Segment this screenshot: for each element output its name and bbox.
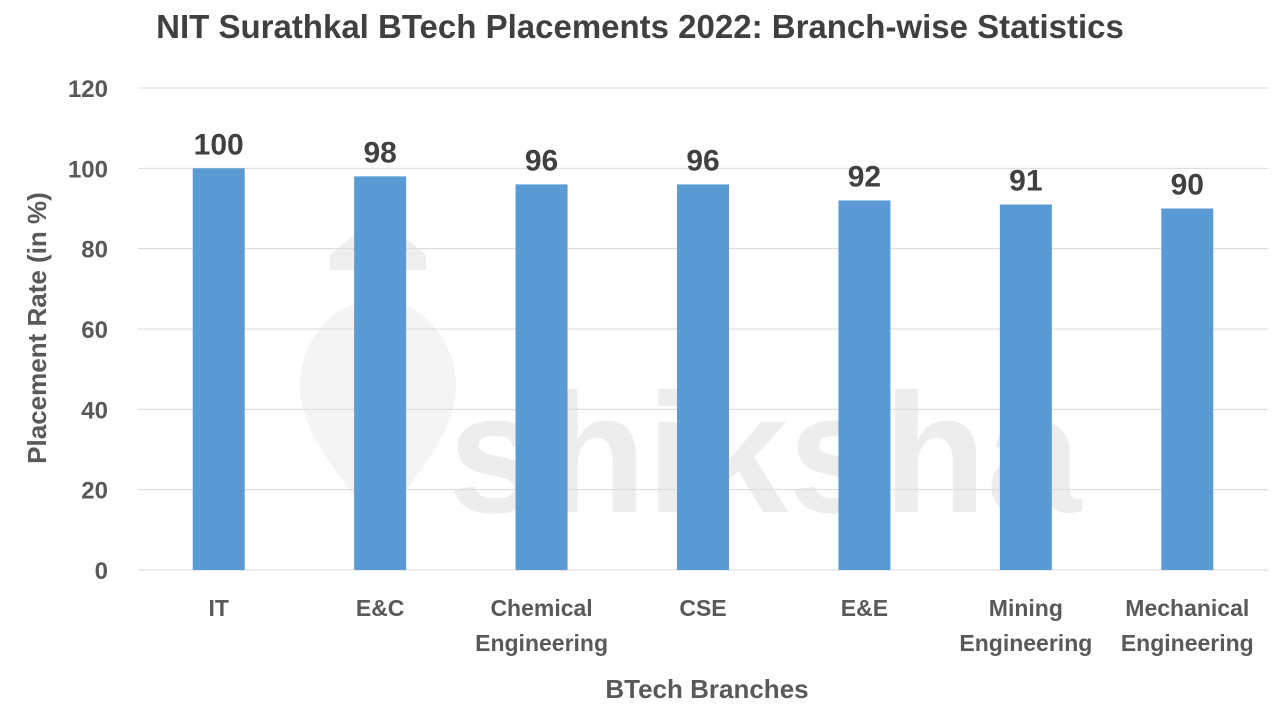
- x-axis-title: BTech Branches: [605, 674, 808, 704]
- data-label: 100: [194, 128, 244, 161]
- bar: [1161, 208, 1214, 570]
- x-tick-label: Mechanical: [1125, 595, 1249, 621]
- data-label: 90: [1171, 169, 1204, 202]
- bar: [677, 184, 729, 570]
- data-label: 98: [363, 136, 396, 169]
- y-tick-label: 40: [81, 397, 108, 424]
- y-tick-label: 0: [95, 558, 108, 585]
- x-tick-label: Engineering: [1121, 630, 1254, 656]
- bar: [354, 176, 407, 570]
- data-label: 96: [686, 144, 719, 177]
- y-tick-label: 120: [68, 76, 108, 103]
- bar: [999, 204, 1052, 570]
- x-tick-label: IT: [208, 595, 228, 621]
- bar: [192, 168, 245, 571]
- x-tick-label: Engineering: [959, 630, 1092, 656]
- chart-title: NIT Surathkal BTech Placements 2022: Bra…: [156, 8, 1124, 45]
- x-tick-label: E&C: [356, 595, 405, 621]
- y-axis-title: Placement Rate (in %): [22, 192, 52, 464]
- y-tick-label: 100: [68, 156, 108, 183]
- y-axis-ticks: 0 20 40 60 80 100 120: [68, 76, 108, 585]
- data-labels: 100 98 96 96 92 91 90: [194, 128, 1204, 201]
- x-tick-label: Engineering: [475, 630, 608, 656]
- x-axis-ticks: IT E&C Chemical Engineering CSE E&E Mining Engi…: [208, 595, 1253, 656]
- bar: [515, 184, 568, 570]
- data-label: 91: [1009, 164, 1042, 197]
- y-tick-label: 20: [81, 478, 108, 505]
- data-label: 92: [848, 160, 881, 193]
- bars: [192, 168, 1214, 571]
- y-tick-label: 60: [81, 317, 108, 344]
- x-tick-label: CSE: [679, 595, 726, 621]
- data-label: 96: [525, 144, 558, 177]
- bar: [838, 200, 891, 570]
- y-tick-label: 80: [81, 237, 108, 264]
- x-tick-label: Chemical: [490, 595, 592, 621]
- x-tick-label: Mining: [989, 595, 1063, 621]
- x-tick-label: E&E: [841, 595, 888, 621]
